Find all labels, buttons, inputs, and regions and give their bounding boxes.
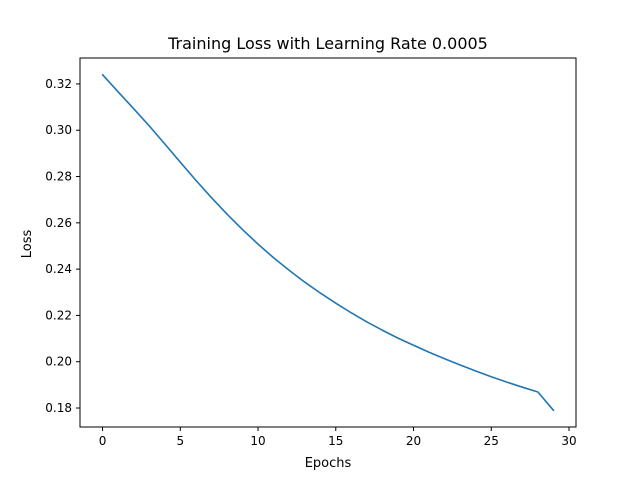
x-tick-label: 15 bbox=[328, 434, 343, 448]
x-tick-label: 5 bbox=[176, 434, 184, 448]
y-tick-label: 0.26 bbox=[45, 216, 72, 230]
y-axis-ticks: 0.18 0.20 0.22 0.24 0.26 0.28 0.30 0.32 bbox=[45, 77, 80, 415]
x-tick-label: 0 bbox=[99, 434, 107, 448]
x-tick-label: 20 bbox=[406, 434, 421, 448]
y-tick-label: 0.30 bbox=[45, 123, 72, 137]
y-tick-label: 0.18 bbox=[45, 401, 72, 415]
y-tick-label: 0.20 bbox=[45, 355, 72, 369]
series-layer bbox=[101, 73, 555, 412]
y-axis-label: Loss bbox=[20, 230, 35, 259]
y-tick-label: 0.28 bbox=[45, 170, 72, 184]
x-axis-ticks: 0 5 10 15 20 25 30 bbox=[99, 427, 577, 448]
y-tick-label: 0.22 bbox=[45, 308, 72, 322]
plot-area-frame bbox=[79, 57, 577, 428]
x-tick-label: 30 bbox=[561, 434, 576, 448]
x-tick-label: 25 bbox=[484, 434, 499, 448]
y-tick-label: 0.24 bbox=[45, 262, 72, 276]
y-tick-label: 0.32 bbox=[45, 77, 72, 91]
x-axis-label: Epochs bbox=[305, 456, 352, 471]
chart-title: Training Loss with Learning Rate 0.0005 bbox=[167, 34, 488, 53]
loss-series-line bbox=[101, 73, 555, 412]
x-tick-label: 10 bbox=[250, 434, 265, 448]
